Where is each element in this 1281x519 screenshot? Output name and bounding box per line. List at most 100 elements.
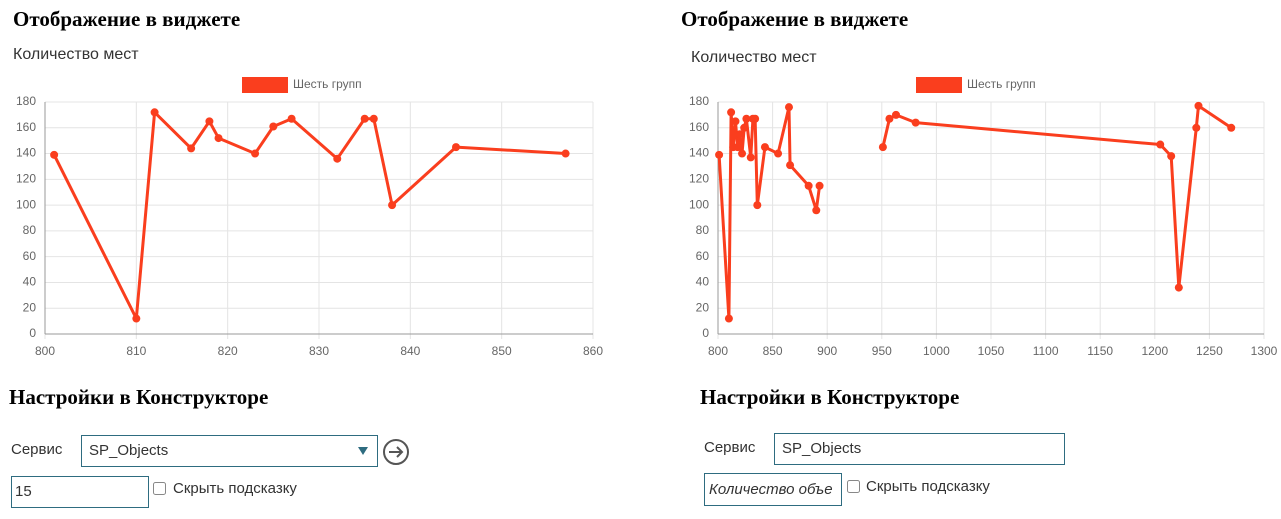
legend-swatch [916,77,962,93]
point [760,143,769,152]
x-tick-label: 820 [218,344,238,358]
point [731,117,740,126]
y-tick-label: 160 [16,120,36,134]
point [786,161,795,170]
y-tick-label: 0 [29,326,36,340]
y-tick-label: 100 [689,197,709,211]
x-tick-label: 1050 [978,344,1005,358]
legend-swatch [242,77,288,93]
point [715,150,724,159]
y-tick-label: 180 [16,94,36,108]
point [1227,123,1236,132]
point [369,114,378,123]
point [878,143,887,152]
point [50,150,59,159]
y-tick-label: 180 [689,94,709,108]
line [52,110,566,321]
y-tick-label: 60 [23,249,37,263]
point [751,114,760,123]
point [452,143,460,152]
checkbox-label: Скрыть подсказку [173,480,297,497]
input-value: 15 [15,483,32,500]
point [269,122,278,131]
point [724,314,733,323]
checkbox[interactable] [847,480,860,493]
chart-title: Количество мест [691,49,817,66]
point [561,149,570,158]
y-tick-label: 20 [23,300,37,314]
x-tick-label: 1000 [923,344,950,358]
point [742,114,751,123]
y-tick-label: 20 [696,300,710,314]
x-tick-label: 1100 [1033,344,1059,358]
count-input[interactable] [11,476,149,508]
point [804,181,813,190]
point [1194,101,1203,110]
point [911,118,920,127]
point [746,153,755,162]
x-tick-label: 850 [492,344,512,358]
point [774,149,783,158]
x-tick-label: 830 [309,344,329,358]
x-tick-label: 840 [400,344,420,358]
point [214,134,223,143]
heading: Отображение в виджете [681,7,908,31]
y-tick-label: 80 [23,223,37,237]
x-tick-label: 800 [35,344,55,358]
dropdown-arrow [358,447,368,455]
point [738,149,747,158]
label: Сервис [11,441,63,458]
x-tick-label: 950 [872,344,892,358]
legend-label: Шесть групп [967,77,1036,91]
chart-title: Количество мест [13,46,139,63]
checkbox[interactable] [153,482,166,495]
point [251,149,260,158]
point [727,108,736,117]
point [733,143,742,152]
point [740,123,749,132]
y-tick-label: 120 [16,172,36,186]
y-tick-label: 40 [696,275,710,289]
x-tick-label: 1200 [1141,344,1168,358]
select-value: SP_Objects [89,442,168,459]
point [205,117,214,126]
x-tick-label: 860 [583,344,603,358]
select[interactable] [774,433,1065,465]
point [812,206,821,215]
point [1167,152,1176,161]
point [388,201,397,210]
y-tick-label: 140 [689,146,709,160]
heading: Настройки в Конструкторе [700,385,959,409]
x-tick-label: 1300 [1251,344,1278,358]
y-tick-label: 120 [689,172,709,186]
point [1192,123,1201,132]
point [885,114,894,123]
x-tick-label: 850 [763,344,783,358]
point [287,114,296,123]
y-tick-label: 140 [16,146,36,160]
select[interactable] [81,435,378,467]
x-tick-label: 800 [708,344,728,358]
x-tick-label: 1250 [1196,344,1223,358]
point [132,314,141,323]
point [360,114,369,123]
heading: Отображение в виджете [13,7,240,31]
go-button[interactable] [383,439,409,465]
point [815,181,824,190]
y-tick-label: 80 [696,223,710,237]
point [891,110,900,119]
x-tick-label: 1150 [1087,344,1113,358]
y-tick-label: 160 [689,120,709,134]
point [333,154,342,163]
count-input[interactable] [704,473,842,506]
point [1156,140,1165,149]
y-tick-label: 0 [702,326,709,340]
y-tick-label: 40 [23,275,37,289]
legend-label: Шесть групп [293,77,362,91]
heading: Настройки в Конструкторе [9,385,268,409]
point [784,103,793,112]
y-tick-label: 100 [16,197,36,211]
x-tick-label: 900 [817,344,837,358]
